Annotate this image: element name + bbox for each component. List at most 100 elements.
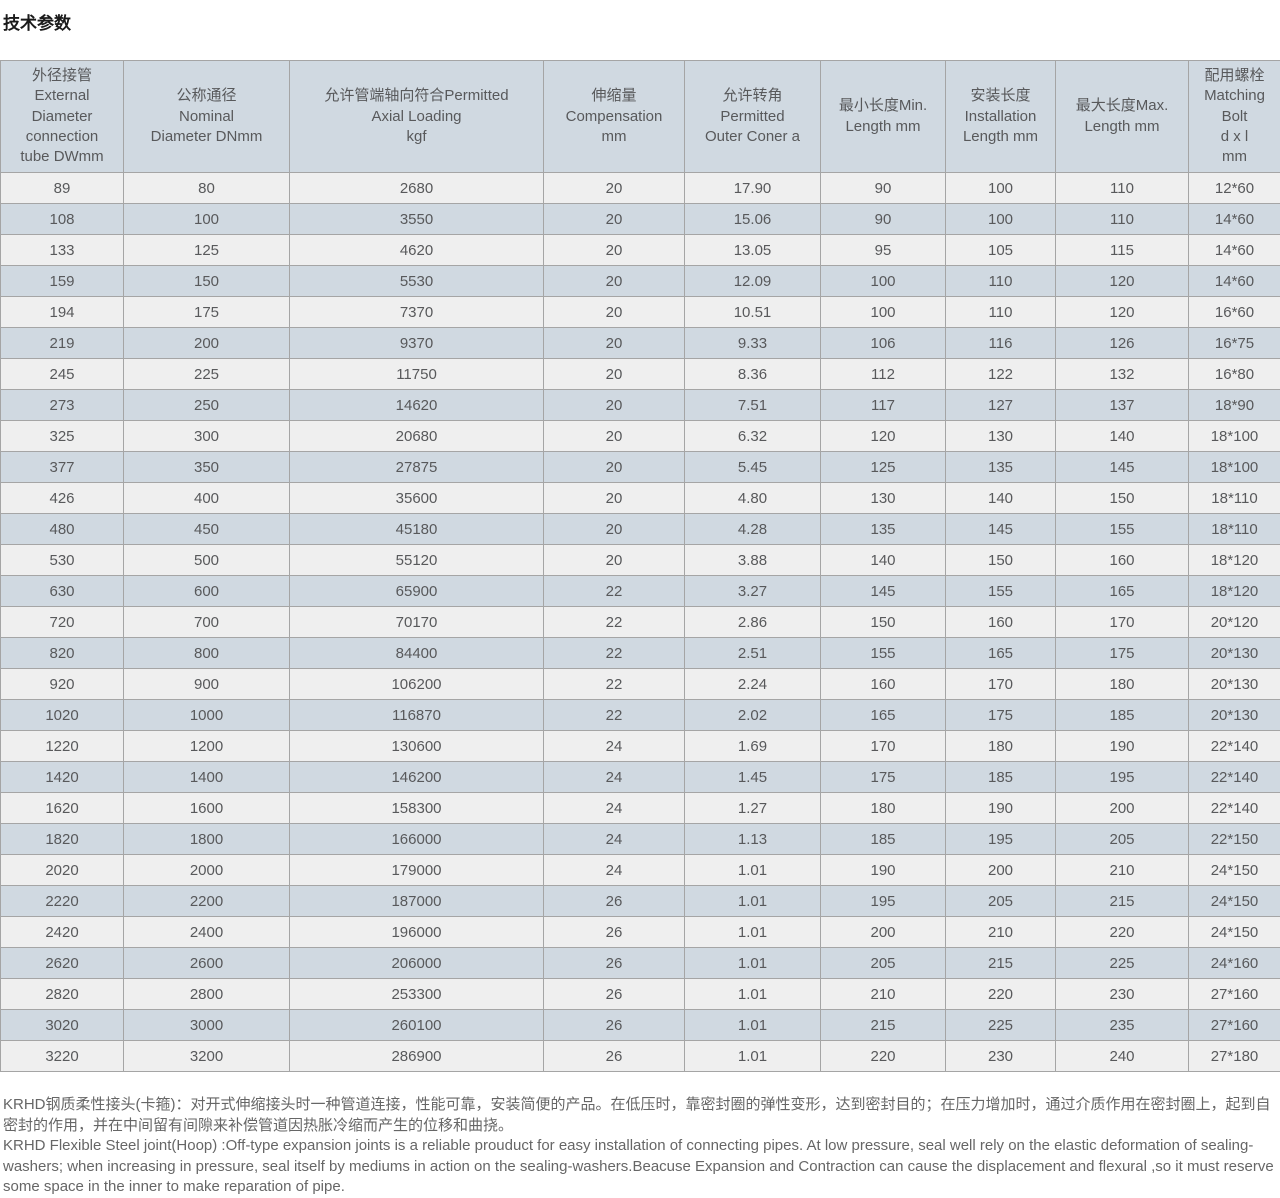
table-cell: 630	[1, 576, 124, 607]
table-cell: 7.51	[685, 390, 821, 421]
table-cell: 26	[544, 1010, 685, 1041]
table-cell: 20	[544, 483, 685, 514]
table-cell: 27*180	[1189, 1041, 1280, 1072]
table-cell: 180	[946, 731, 1056, 762]
table-cell: 125	[821, 452, 946, 483]
table-cell: 175	[821, 762, 946, 793]
table-cell: 4.28	[685, 514, 821, 545]
table-cell: 84400	[290, 638, 544, 669]
table-cell: 600	[124, 576, 290, 607]
table-cell: 116870	[290, 700, 544, 731]
table-cell: 210	[821, 979, 946, 1010]
table-cell: 175	[946, 700, 1056, 731]
table-cell: 219	[1, 328, 124, 359]
table-cell: 200	[821, 917, 946, 948]
table-cell: 110	[946, 297, 1056, 328]
table-cell: 14620	[290, 390, 544, 421]
table-cell: 24*150	[1189, 917, 1280, 948]
table-cell: 130	[946, 421, 1056, 452]
table-cell: 20	[544, 452, 685, 483]
table-cell: 126	[1056, 328, 1189, 359]
table-cell: 18*110	[1189, 483, 1280, 514]
table-cell: 16*75	[1189, 328, 1280, 359]
table-cell: 155	[821, 638, 946, 669]
table-cell: 165	[821, 700, 946, 731]
table-cell: 26	[544, 1041, 685, 1072]
table-cell: 127	[946, 390, 1056, 421]
table-cell: 155	[1056, 514, 1189, 545]
table-cell: 20	[544, 173, 685, 204]
column-header: 安装长度 Installation Length mm	[946, 61, 1056, 173]
table-cell: 150	[946, 545, 1056, 576]
table-cell: 24*150	[1189, 886, 1280, 917]
table-cell: 1600	[124, 793, 290, 824]
table-cell: 220	[946, 979, 1056, 1010]
table-cell: 26	[544, 979, 685, 1010]
table-cell: 24*160	[1189, 948, 1280, 979]
description-zh: KRHD钢质柔性接头(卡箍)：对开式伸缩接头时一种管道连接，性能可靠，安装简便的…	[3, 1095, 1277, 1136]
table-cell: 120	[821, 421, 946, 452]
table-cell: 3200	[124, 1041, 290, 1072]
parameters-table: 外径接管 External Diameter connection tube D…	[0, 60, 1280, 1072]
table-cell: 14*60	[1189, 204, 1280, 235]
table-cell: 18*120	[1189, 545, 1280, 576]
table-cell: 3220	[1, 1041, 124, 1072]
table-cell: 120	[1056, 297, 1189, 328]
table-cell: 20*130	[1189, 638, 1280, 669]
table-cell: 2020	[1, 855, 124, 886]
table-cell: 16*80	[1189, 359, 1280, 390]
table-cell: 900	[124, 669, 290, 700]
table-cell: 100	[821, 297, 946, 328]
table-cell: 165	[946, 638, 1056, 669]
table-cell: 1800	[124, 824, 290, 855]
column-header: 配用螺栓 Matching Bolt d x l mm	[1189, 61, 1280, 173]
table-cell: 20	[544, 359, 685, 390]
table-cell: 108	[1, 204, 124, 235]
table-cell: 100	[821, 266, 946, 297]
table-cell: 20	[544, 297, 685, 328]
description-notes: KRHD钢质柔性接头(卡箍)：对开式伸缩接头时一种管道连接，性能可靠，安装简便的…	[0, 1095, 1280, 1198]
table-cell: 4.80	[685, 483, 821, 514]
table-cell: 133	[1, 235, 124, 266]
table-cell: 2820	[1, 979, 124, 1010]
table-cell: 220	[1056, 917, 1189, 948]
table-cell: 1.01	[685, 979, 821, 1010]
table-cell: 1.01	[685, 917, 821, 948]
table-cell: 179000	[290, 855, 544, 886]
table-cell: 9370	[290, 328, 544, 359]
table-cell: 140	[1056, 421, 1189, 452]
table-cell: 22	[544, 669, 685, 700]
table-cell: 1.01	[685, 1010, 821, 1041]
table-cell: 2400	[124, 917, 290, 948]
table-cell: 20680	[290, 421, 544, 452]
table-cell: 185	[946, 762, 1056, 793]
table-cell: 450	[124, 514, 290, 545]
table-cell: 45180	[290, 514, 544, 545]
table-cell: 22*140	[1189, 731, 1280, 762]
table-cell: 110	[1056, 173, 1189, 204]
table-cell: 22*150	[1189, 824, 1280, 855]
table-cell: 7370	[290, 297, 544, 328]
table-cell: 22*140	[1189, 762, 1280, 793]
table-cell: 180	[1056, 669, 1189, 700]
table-cell: 273	[1, 390, 124, 421]
table-cell: 250	[124, 390, 290, 421]
table-cell: 130600	[290, 731, 544, 762]
table-cell: 1220	[1, 731, 124, 762]
table-cell: 14*60	[1189, 235, 1280, 266]
table-cell: 110	[1056, 204, 1189, 235]
table-cell: 170	[1056, 607, 1189, 638]
table-cell: 2420	[1, 917, 124, 948]
table-cell: 100	[946, 173, 1056, 204]
table-cell: 325	[1, 421, 124, 452]
